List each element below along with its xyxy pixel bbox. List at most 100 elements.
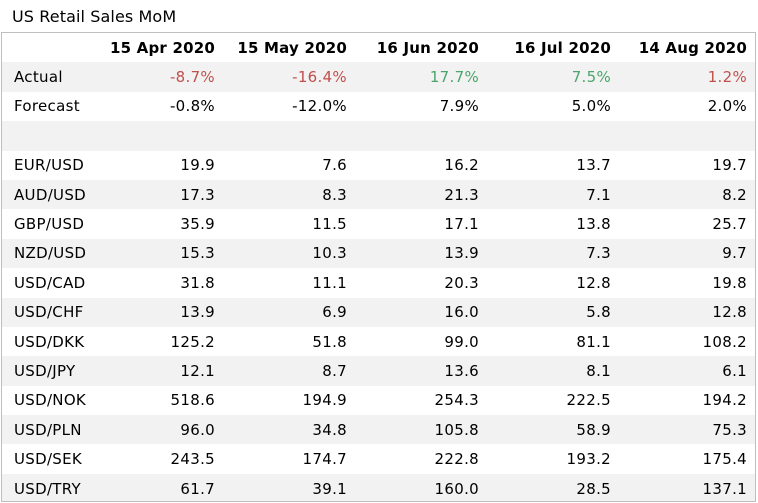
pair-value: 518.6: [170, 391, 215, 410]
pair-row: USD/JPY 12.1 8.7 13.6 8.1 6.1: [2, 356, 755, 386]
spacer-cell: [2, 121, 755, 151]
pair-value: 12.1: [94, 356, 225, 386]
spacer-row: [2, 121, 755, 151]
actual-value: 17.7%: [357, 62, 489, 92]
pair-row: USD/DKK 125.2 51.8 99.0 81.1 108.2: [2, 327, 755, 356]
pair-value: 222.5: [566, 391, 611, 410]
pair-value: 17.3: [94, 179, 225, 210]
pair-value: 254.3: [434, 391, 479, 410]
pair-label: EUR/USD: [14, 156, 85, 175]
pair-value: 9.7: [621, 238, 755, 269]
pair-row: AUD/USD 17.3 8.3 21.3 7.1 8.2: [2, 179, 755, 210]
pair-value: 16.2: [444, 156, 479, 175]
header-cell-date: 16 Jul 2020: [514, 38, 611, 57]
pair-value: 58.9: [489, 415, 621, 445]
pair-value: 25.7: [712, 215, 747, 234]
pair-value: 61.7: [94, 473, 225, 501]
pair-value: 7.6: [322, 156, 347, 175]
forecast-value: 5.0%: [571, 97, 611, 116]
forecast-value: -0.8%: [169, 97, 215, 116]
pair-value: 7.1: [489, 179, 621, 210]
pair-value: 28.5: [489, 473, 621, 501]
pair-row: USD/TRY 61.7 39.1 160.0 28.5 137.1: [2, 473, 755, 501]
row-label: Forecast: [14, 97, 80, 116]
actual-value: -16.4%: [225, 62, 357, 92]
header-cell-date: 15 Apr 2020: [109, 38, 215, 57]
pair-value: 75.3: [621, 415, 755, 445]
actual-value: 7.5%: [489, 62, 621, 92]
retail-sales-table: 15 Apr 2020 15 May 2020 16 Jun 2020 16 J…: [2, 33, 755, 501]
pair-row: USD/PLN 96.0 34.8 105.8 58.9 75.3: [2, 415, 755, 445]
pair-value: 10.3: [225, 238, 357, 269]
pair-value: 193.2: [566, 450, 611, 469]
pair-value: 105.8: [357, 415, 489, 445]
header-cell-blank: [2, 33, 94, 62]
pair-value: 8.2: [621, 179, 755, 210]
pair-value: 5.8: [489, 297, 621, 327]
table-title: US Retail Sales MoM: [12, 7, 177, 26]
pair-label: USD/CAD: [14, 273, 86, 292]
pair-label: USD/DKK: [14, 332, 85, 351]
pair-value: 31.8: [180, 273, 215, 292]
pair-value: 39.1: [225, 473, 357, 501]
pair-value: 13.8: [576, 215, 611, 234]
pair-label: USD/TRY: [2, 473, 94, 501]
pair-label: NZD/USD: [2, 238, 94, 269]
pair-value: 13.9: [94, 297, 225, 327]
forecast-value: 7.9%: [439, 97, 479, 116]
pair-label: USD/SEK: [14, 450, 83, 469]
pair-value: 7.3: [489, 238, 621, 269]
pair-row: NZD/USD 15.3 10.3 13.9 7.3 9.7: [2, 238, 755, 269]
pair-value: 222.8: [434, 450, 479, 469]
pair-value: 194.9: [302, 391, 347, 410]
pair-value: 19.9: [180, 156, 215, 175]
pair-value: 8.3: [225, 179, 357, 210]
pair-value: 125.2: [170, 332, 215, 351]
pair-value: 16.0: [357, 297, 489, 327]
pair-value: 13.9: [357, 238, 489, 269]
header-cell-date: 14 Aug 2020: [638, 38, 747, 57]
pair-value: 35.9: [180, 215, 215, 234]
actual-value: -8.7%: [94, 62, 225, 92]
pair-value: 243.5: [170, 450, 215, 469]
pair-value: 19.7: [712, 156, 747, 175]
pair-label: USD/CHF: [2, 297, 94, 327]
pair-value: 6.9: [225, 297, 357, 327]
pair-value: 51.8: [312, 332, 347, 351]
pair-row: USD/CHF 13.9 6.9 16.0 5.8 12.8: [2, 297, 755, 327]
pair-label: USD/JPY: [2, 356, 94, 386]
pair-value: 15.3: [94, 238, 225, 269]
pair-value: 160.0: [357, 473, 489, 501]
pair-row: EUR/USD 19.9 7.6 16.2 13.7 19.7: [2, 151, 755, 180]
pair-value: 99.0: [444, 332, 479, 351]
pair-value: 20.3: [444, 273, 479, 292]
pair-value: 8.7: [225, 356, 357, 386]
pair-label: AUD/USD: [2, 179, 94, 210]
header-cell-date: 16 Jun 2020: [376, 38, 479, 57]
pair-row: USD/CAD 31.8 11.1 20.3 12.8 19.8: [2, 268, 755, 297]
pair-value: 137.1: [621, 473, 755, 501]
pair-value: 175.4: [702, 450, 747, 469]
header-cell-date: 15 May 2020: [237, 38, 347, 57]
pair-value: 11.1: [312, 273, 347, 292]
pair-value: 8.1: [489, 356, 621, 386]
pair-label: USD/NOK: [14, 391, 87, 410]
pair-value: 34.8: [225, 415, 357, 445]
pair-value: 17.1: [444, 215, 479, 234]
pair-value: 13.6: [357, 356, 489, 386]
actual-row: Actual -8.7% -16.4% 17.7% 7.5% 1.2%: [2, 62, 755, 92]
row-label: Actual: [2, 62, 94, 92]
pair-label: USD/PLN: [2, 415, 94, 445]
pair-value: 6.1: [621, 356, 755, 386]
pair-value: 12.8: [621, 297, 755, 327]
actual-value: 1.2%: [621, 62, 755, 92]
data-table-frame: 15 Apr 2020 15 May 2020 16 Jun 2020 16 J…: [1, 32, 756, 502]
pair-value: 96.0: [94, 415, 225, 445]
pair-value: 174.7: [302, 450, 347, 469]
pair-value: 12.8: [576, 273, 611, 292]
pair-row: USD/NOK 518.6 194.9 254.3 222.5 194.2: [2, 386, 755, 415]
pair-value: 81.1: [576, 332, 611, 351]
pair-value: 21.3: [357, 179, 489, 210]
pair-row: GBP/USD 35.9 11.5 17.1 13.8 25.7: [2, 209, 755, 238]
forecast-row: Forecast -0.8% -12.0% 7.9% 5.0% 2.0%: [2, 92, 755, 121]
